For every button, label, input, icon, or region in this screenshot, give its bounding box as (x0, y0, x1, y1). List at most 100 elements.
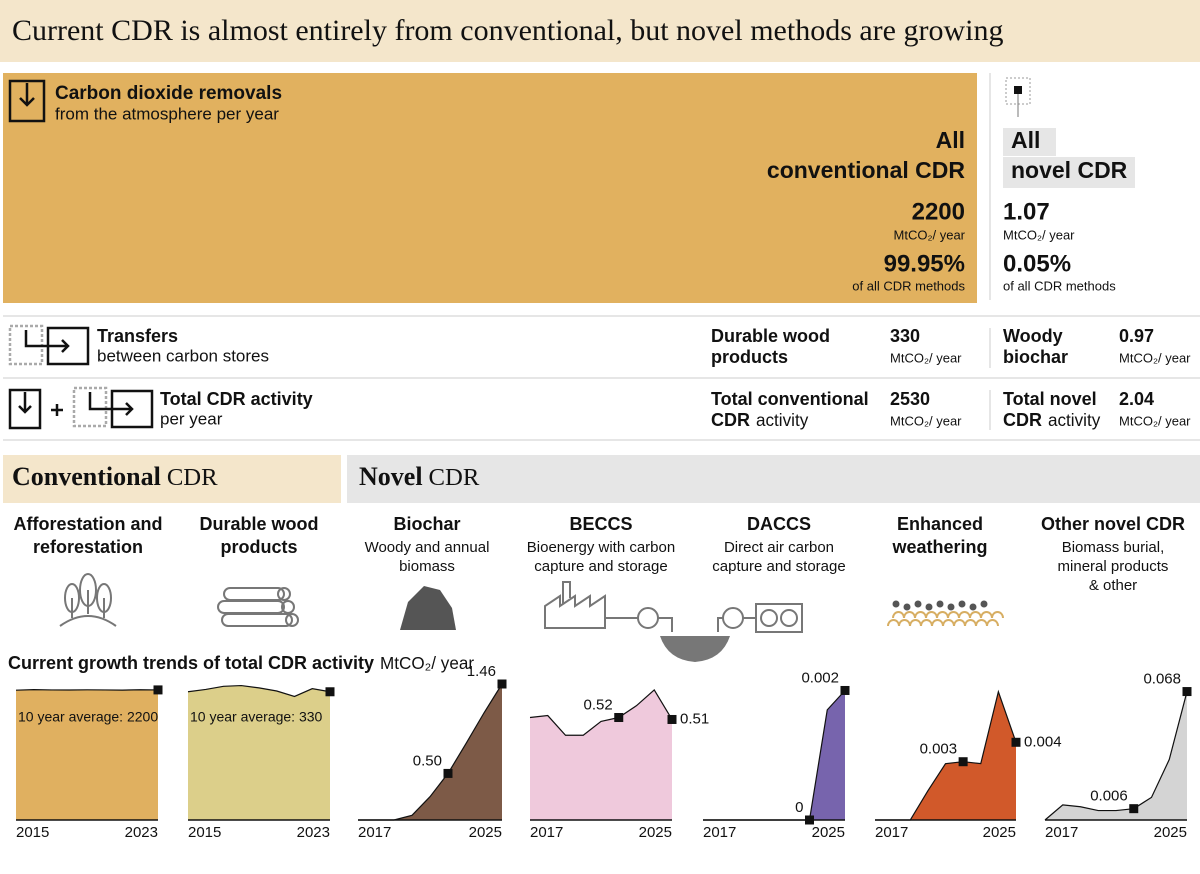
icon-part (59, 615, 117, 627)
method-name: products (220, 537, 297, 557)
highlight (1003, 157, 1135, 188)
icon-part (942, 619, 955, 627)
marker (325, 687, 335, 697)
row-name: Total novel (1003, 389, 1097, 409)
marker (1011, 737, 1021, 747)
icon-part (19, 83, 35, 107)
highlight (1003, 128, 1056, 156)
icon-part (931, 619, 944, 627)
section-title-part: CDR (429, 464, 480, 491)
icon-part (947, 611, 960, 619)
area (16, 689, 158, 820)
area (703, 690, 845, 820)
unit: MtCO₂/ year (1119, 413, 1191, 428)
icon-part (637, 607, 659, 629)
method-name: Enhanced (897, 514, 983, 534)
row-name-part: activity (756, 411, 809, 430)
section-title: Novel CDR (359, 462, 480, 491)
x-tick-label: 2017 (875, 824, 908, 841)
icon-part (964, 619, 977, 627)
icon-part (71, 590, 105, 618)
marker (614, 713, 624, 723)
icon-part (953, 619, 966, 627)
icon-part (722, 607, 744, 629)
x-tick-label: 2017 (1045, 824, 1078, 841)
method-description: Direct air carbon (724, 539, 834, 556)
icon-part (903, 611, 916, 619)
charts-title: Current growth trends of total CDR activ… (8, 653, 474, 673)
icon-part (969, 603, 977, 611)
row-label: Transfers (97, 326, 178, 346)
section-title-part: Conventional (12, 462, 161, 491)
icon-part (277, 587, 291, 601)
icon-part (892, 600, 900, 608)
row-name-part: biochar (1003, 347, 1068, 367)
icon-part (980, 611, 993, 619)
method-description: Biomass burial, (1062, 539, 1165, 556)
marker (1129, 804, 1139, 814)
icon-part (605, 617, 756, 632)
novel-value: 1.07 (1003, 198, 1050, 225)
annotation: 10 year average: 2200 (18, 709, 158, 725)
icon-part (223, 587, 285, 601)
x-tick-label: 2017 (703, 824, 736, 841)
method-name: Other novel CDR (1041, 514, 1185, 534)
line (1044, 691, 1188, 821)
icon-part (980, 600, 988, 608)
value-label: 0 (795, 799, 803, 816)
row-name-part: products (711, 347, 788, 367)
icon-part (544, 581, 606, 629)
unit: MtCO₂/ year (890, 350, 962, 365)
marker (667, 714, 677, 724)
area (1045, 691, 1187, 820)
row-value: 0.97 (1119, 326, 1154, 346)
icon-part (892, 611, 905, 619)
marker (1182, 687, 1192, 697)
unit: MtCO₂/ year (894, 227, 966, 242)
x-tick-label: 2017 (530, 824, 563, 841)
conventional-name: All (936, 127, 965, 153)
icon-part (898, 619, 911, 627)
icon-part (8, 388, 42, 430)
removals-label: Carbon dioxide removals (55, 83, 282, 104)
page-title: Current CDR is almost entirely from conv… (12, 14, 1003, 47)
removals-sublabel: from the atmosphere per year (55, 104, 279, 123)
icon-part (221, 613, 293, 627)
marker (153, 685, 163, 695)
icon-part (217, 600, 285, 614)
row-name: Woody (1003, 326, 1063, 346)
icon-part (914, 611, 927, 619)
icon-part (969, 611, 982, 619)
icon-part (986, 619, 999, 627)
unit: MtCO₂/ year (1119, 350, 1191, 365)
method-description: capture and storage (534, 558, 667, 575)
icon-part (1014, 86, 1022, 94)
conventional-name: conventional CDR (767, 157, 965, 183)
value-label: 0.006 (1090, 788, 1128, 805)
value-label: 0.002 (801, 669, 839, 686)
section-title: Conventional CDR (12, 462, 218, 491)
row-name-part: Durable wood (711, 326, 830, 346)
row-name: Durable wood (711, 326, 830, 346)
method-name: Biochar (393, 514, 460, 534)
novel-name: novel CDR (1011, 157, 1128, 183)
conventional-share: 99.95% (884, 250, 965, 277)
x-tick-label: 2015 (16, 824, 49, 841)
icon-part (975, 619, 988, 627)
icon-part (909, 619, 922, 627)
method-name: DACCS (747, 514, 811, 534)
row-name: Total conventional (711, 389, 869, 409)
row-value: 330 (890, 326, 920, 346)
method-name: BECCS (569, 514, 632, 534)
charts-title-part: Current growth trends of total CDR activ… (8, 653, 374, 673)
icon-part (281, 600, 295, 614)
value-label: 0.51 (680, 710, 709, 727)
icon-part (958, 611, 971, 619)
unit: MtCO₂/ year (1003, 227, 1075, 242)
x-tick-label: 2025 (1154, 824, 1187, 841)
icon-part (958, 600, 966, 608)
marker (840, 685, 850, 695)
row-name: products (711, 347, 788, 367)
